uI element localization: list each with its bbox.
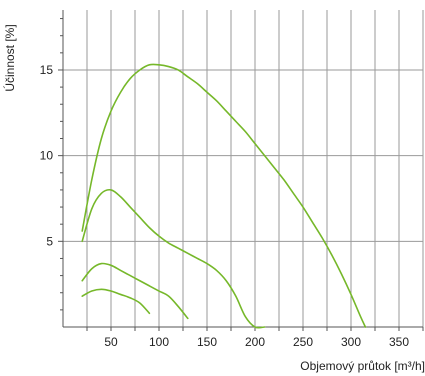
x-tick-label: 150: [197, 335, 217, 349]
tick-labels: 50 100 150 200 250 300 350 5 10 15: [40, 63, 410, 349]
y-tick-label: 5: [46, 234, 53, 248]
y-axis-label: Účinnost [%]: [2, 24, 17, 91]
efficiency-curve-1: [81, 63, 367, 328]
grid: [63, 10, 424, 327]
x-tick-label: 100: [149, 335, 169, 349]
series-lines: [81, 63, 367, 329]
axes: [58, 10, 424, 331]
efficiency-curve-4: [81, 288, 151, 315]
x-tick-label: 200: [245, 335, 265, 349]
x-tick-label: 250: [293, 335, 313, 349]
y-tick-label: 10: [40, 149, 54, 163]
efficiency-curve-2: [81, 188, 266, 329]
x-tick-label: 300: [341, 335, 361, 349]
x-tick-label: 350: [389, 335, 409, 349]
x-axis-label: Objemový průtok [m³/h]: [300, 359, 425, 373]
efficiency-curve-3: [81, 262, 189, 320]
y-tick-label: 15: [40, 63, 54, 77]
x-tick-label: 50: [104, 335, 118, 349]
